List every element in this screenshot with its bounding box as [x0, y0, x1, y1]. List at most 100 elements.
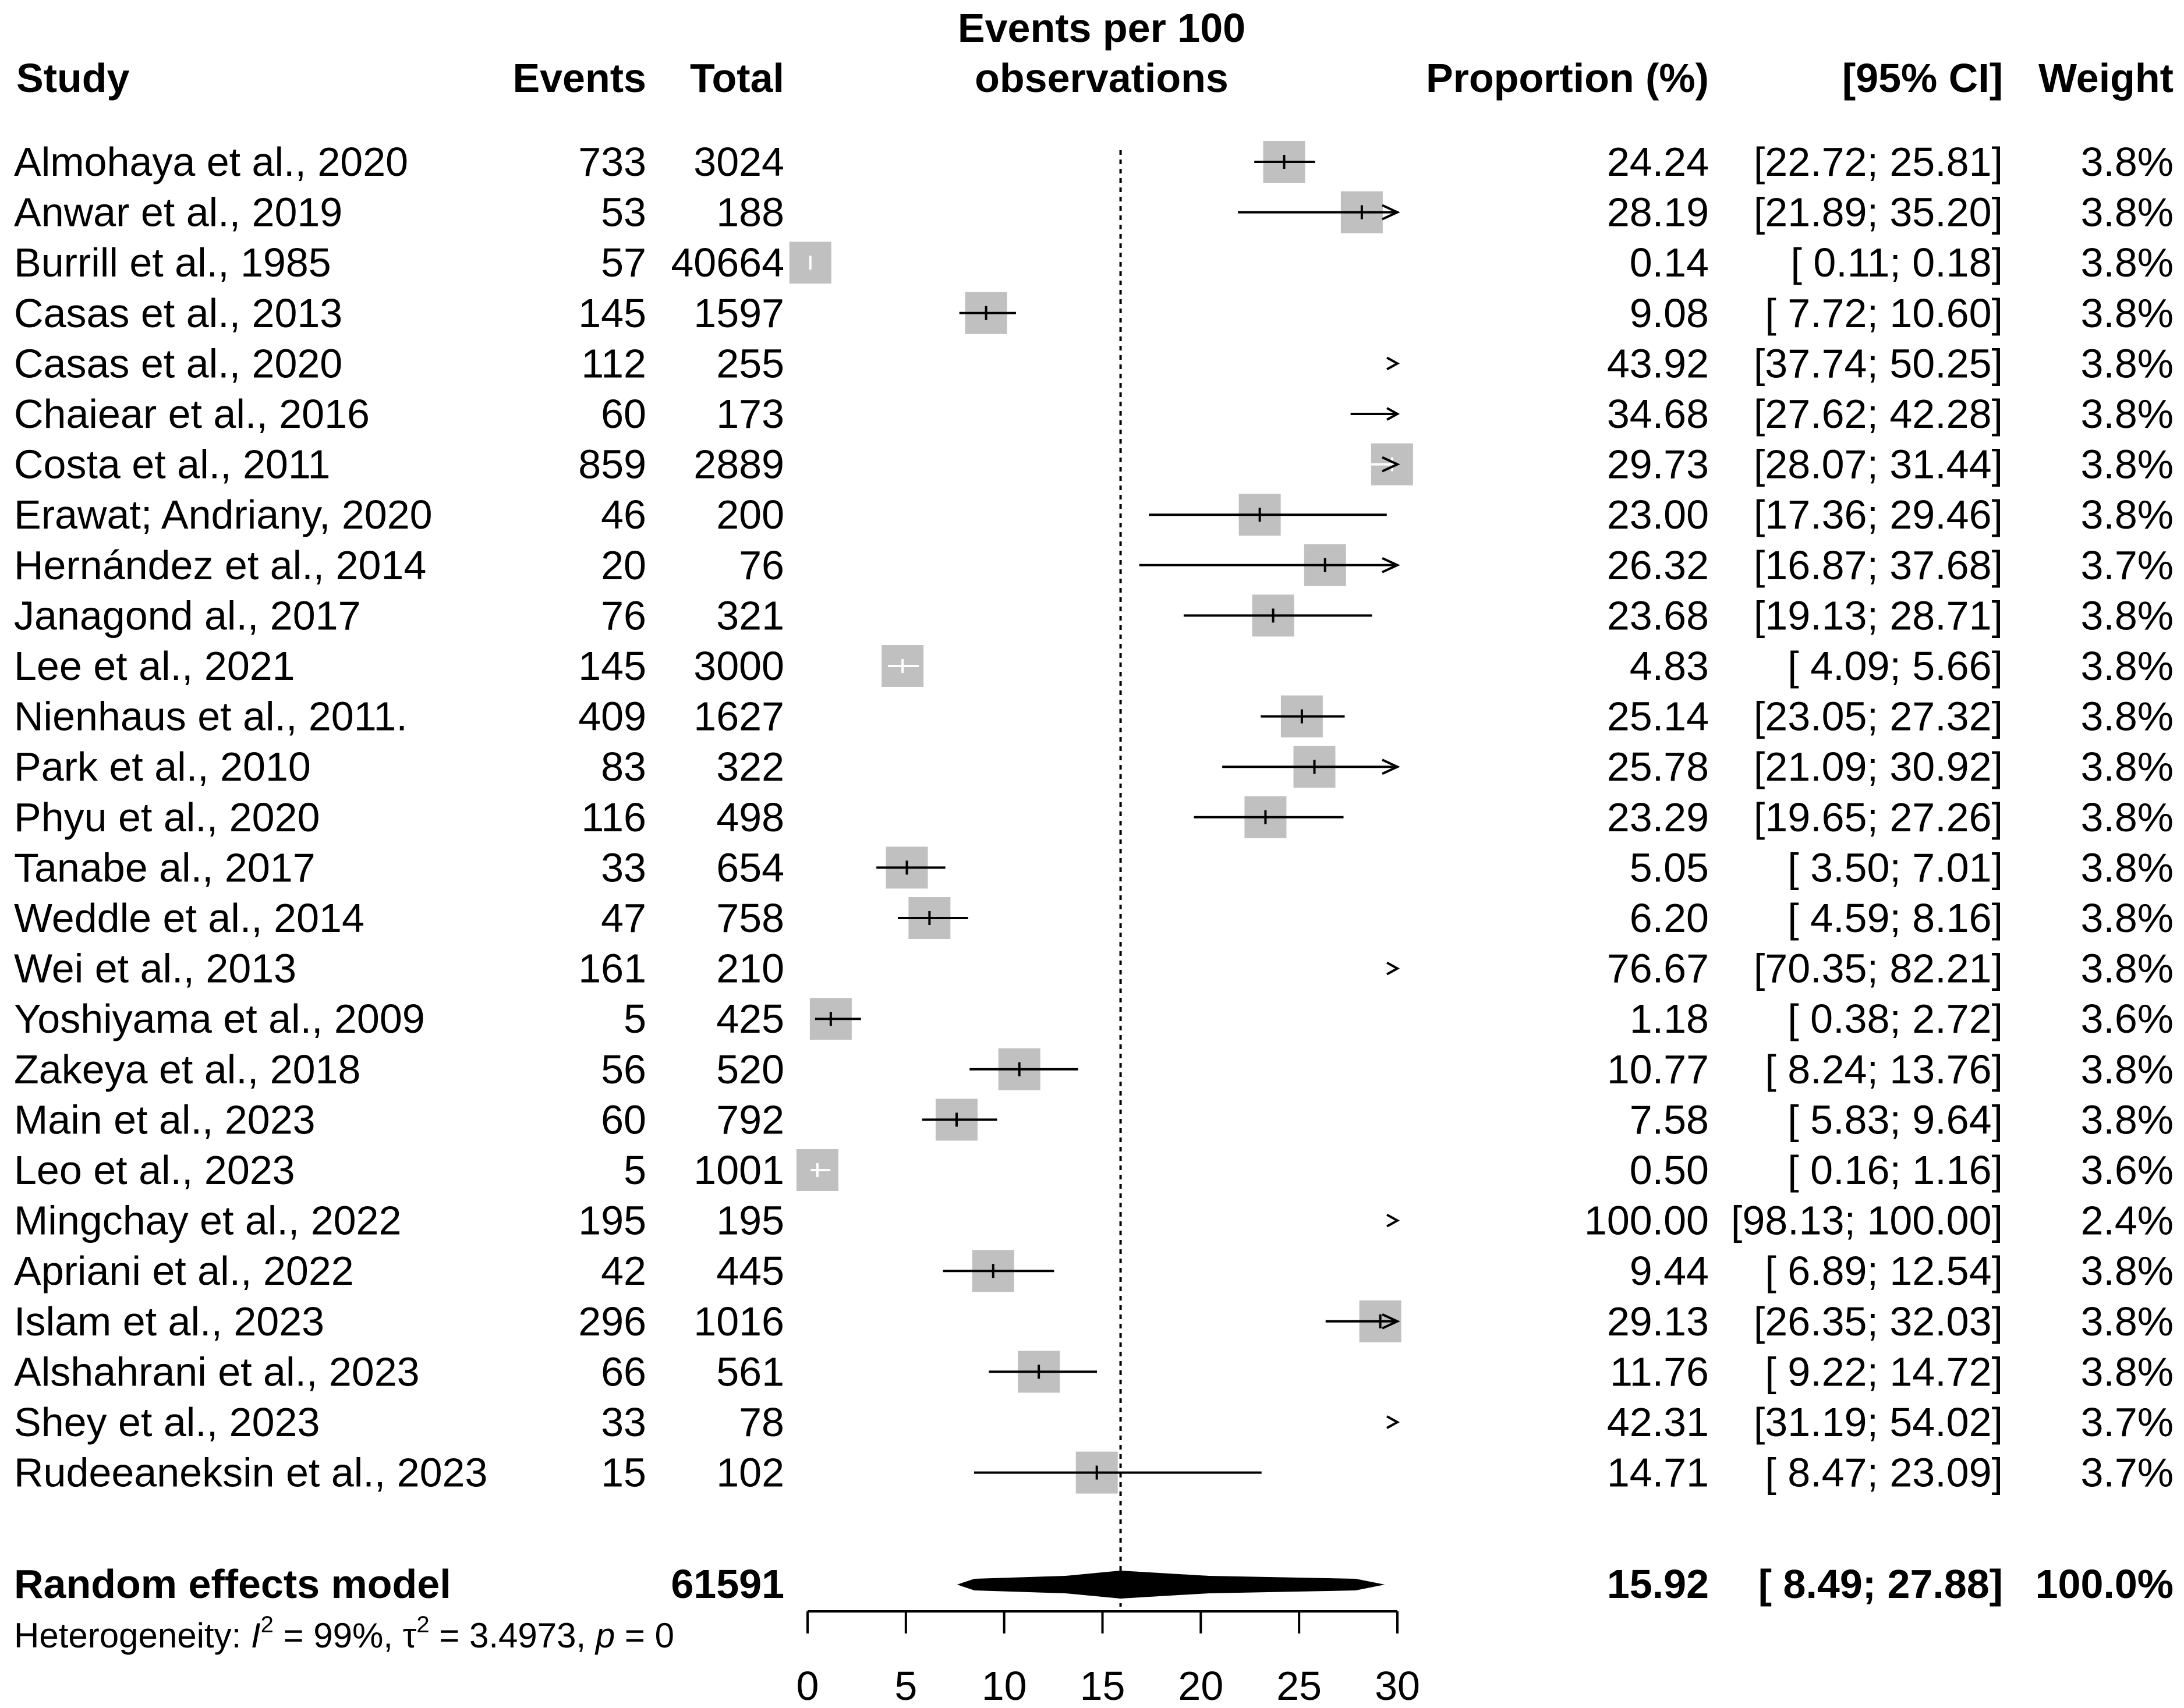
i2-symbol: I [251, 1616, 261, 1655]
study-total: 76 [739, 543, 784, 588]
study-total: 445 [716, 1248, 784, 1294]
study-weight: 3.8% [2080, 795, 2174, 840]
study-proportion: 34.68 [1607, 391, 1709, 437]
study-total: 188 [716, 190, 784, 235]
study-ci: [27.62; 42.28] [1754, 391, 2003, 437]
study-total: 173 [716, 391, 784, 437]
study-name: Tanabe al., 2017 [14, 845, 316, 890]
study-weight: 3.8% [2080, 492, 2174, 537]
study-total: 1016 [693, 1299, 784, 1344]
study-ci: [17.36; 29.46] [1754, 492, 2003, 537]
study-row: Anwar et al., 2019 53 188 28.19 [21.89; 35.2… [14, 190, 2174, 235]
study-name: Chaiear et al., 2016 [14, 391, 370, 437]
study-ci-arrow [1382, 204, 1400, 221]
study-total: 654 [716, 845, 784, 890]
i2-superscript: 2 [261, 1612, 274, 1638]
study-row: Erawat; Andriany, 2020 46 200 23.00 [17.36; … [14, 492, 2174, 537]
study-proportion: 14.71 [1607, 1450, 1709, 1496]
x-axis-tick-label: 25 [1276, 1663, 1322, 1708]
x-axis-tick-label: 5 [894, 1663, 917, 1708]
study-rows: Almohaya et al., 2020 733 3024 24.24 [22.72;… [14, 139, 2174, 1496]
study-row: Zakeya et al., 2018 56 520 10.77 [ 8.24; 13.… [14, 1047, 2174, 1092]
study-weight: 3.7% [2080, 1399, 2174, 1445]
study-name: Phyu et al., 2020 [14, 795, 320, 840]
study-events: 56 [601, 1047, 646, 1092]
study-weight: 3.7% [2080, 543, 2174, 588]
study-name: Casas et al., 2020 [14, 341, 342, 386]
study-events: 47 [601, 895, 646, 941]
study-weight: 3.8% [2080, 190, 2174, 235]
study-weight: 3.8% [2080, 1349, 2174, 1394]
summary-label: Random effects model [14, 1561, 451, 1607]
study-name: Zakeya et al., 2018 [14, 1047, 360, 1092]
study-total: 1627 [693, 694, 784, 739]
study-weight: 3.8% [2080, 442, 2174, 487]
study-proportion: 29.73 [1607, 442, 1709, 487]
study-ci-arrow [1382, 1313, 1400, 1330]
summary-total: 61591 [671, 1561, 784, 1607]
study-events: 145 [578, 290, 646, 336]
study-ci: [22.72; 25.81] [1754, 139, 2003, 185]
study-events: 409 [578, 694, 646, 739]
study-proportion: 42.31 [1607, 1399, 1709, 1445]
study-events: 5 [624, 1147, 646, 1193]
study-ci: [21.89; 35.20] [1754, 190, 2003, 235]
study-name: Leo et al., 2023 [14, 1147, 295, 1193]
summary-diamond [974, 1571, 1356, 1599]
study-events: 859 [578, 442, 646, 487]
study-proportion: 6.20 [1630, 895, 1709, 941]
study-proportion: 100.00 [1584, 1198, 1709, 1243]
study-events: 112 [581, 341, 646, 386]
study-events: 5 [624, 996, 646, 1041]
chart-title-line-2: observations [975, 55, 1229, 101]
study-row: Alshahrani et al., 2023 66 561 11.76 [ 9.22;… [14, 1349, 2174, 1394]
study-weight: 3.8% [2080, 1047, 2174, 1092]
study-total: 2889 [693, 442, 784, 487]
study-ci: [37.74; 50.25] [1754, 341, 2003, 386]
study-events: 296 [578, 1299, 646, 1344]
study-events: 195 [578, 1198, 646, 1243]
summary-row: Random effects model 61591 15.92 [ 8.49;… [14, 1561, 2174, 1607]
study-total: 498 [716, 795, 784, 840]
study-name: Casas et al., 2013 [14, 290, 342, 336]
study-proportion: 4.83 [1630, 643, 1709, 689]
study-name: Wei et al., 2013 [14, 946, 296, 991]
study-name: Lee et al., 2021 [14, 643, 295, 689]
study-ci: [26.35; 32.03] [1754, 1299, 2003, 1344]
study-total: 758 [716, 895, 784, 941]
study-weight: 3.8% [2080, 694, 2174, 739]
study-weight: 3.8% [2080, 1097, 2174, 1142]
study-row: Yoshiyama et al., 2009 5 425 1.18 [ 0.38; 2.… [14, 996, 2174, 1041]
x-axis-tick-label: 0 [797, 1663, 819, 1708]
study-proportion: 10.77 [1607, 1047, 1709, 1092]
study-row: Park et al., 2010 83 322 25.78 [21.09; 30.92… [14, 744, 2174, 789]
study-events: 42 [601, 1248, 646, 1294]
study-total: 792 [716, 1097, 784, 1142]
study-name: Park et al., 2010 [14, 744, 311, 789]
study-ci: [16.87; 37.68] [1754, 543, 2003, 588]
header-weight: Weight [2038, 55, 2174, 101]
study-proportion: 25.14 [1607, 694, 1709, 739]
study-total: 210 [716, 946, 784, 991]
study-weight: 3.7% [2080, 1450, 2174, 1496]
study-name: Main et al., 2023 [14, 1097, 316, 1142]
header-study: Study [16, 55, 130, 101]
study-weight: 3.8% [2080, 290, 2174, 336]
x-axis-tick-label: 10 [982, 1663, 1027, 1708]
study-row: Hernández et al., 2014 20 76 26.32 [16.87; 3… [14, 543, 2174, 588]
study-row: Leo et al., 2023 5 1001 0.50 [ 0.16; 1.16] 3.… [14, 1147, 2174, 1193]
study-total: 102 [716, 1450, 784, 1496]
study-weight: 3.8% [2080, 845, 2174, 890]
study-ci: [28.07; 31.44] [1754, 442, 2003, 487]
study-total: 1001 [693, 1147, 784, 1193]
study-name: Shey et al., 2023 [14, 1399, 320, 1445]
study-proportion: 29.13 [1607, 1299, 1709, 1344]
summary-ci: [ 8.49; 27.88] [1758, 1561, 2003, 1607]
study-events: 53 [601, 190, 646, 235]
chart-title-line-1: Events per 100 [958, 5, 1245, 51]
study-row: Casas et al., 2020 112 255 43.92 [37.74; 50.… [14, 341, 2174, 386]
study-ci: [ 4.59; 8.16] [1787, 895, 2003, 941]
study-total: 425 [716, 996, 784, 1041]
study-events: 60 [601, 391, 646, 437]
